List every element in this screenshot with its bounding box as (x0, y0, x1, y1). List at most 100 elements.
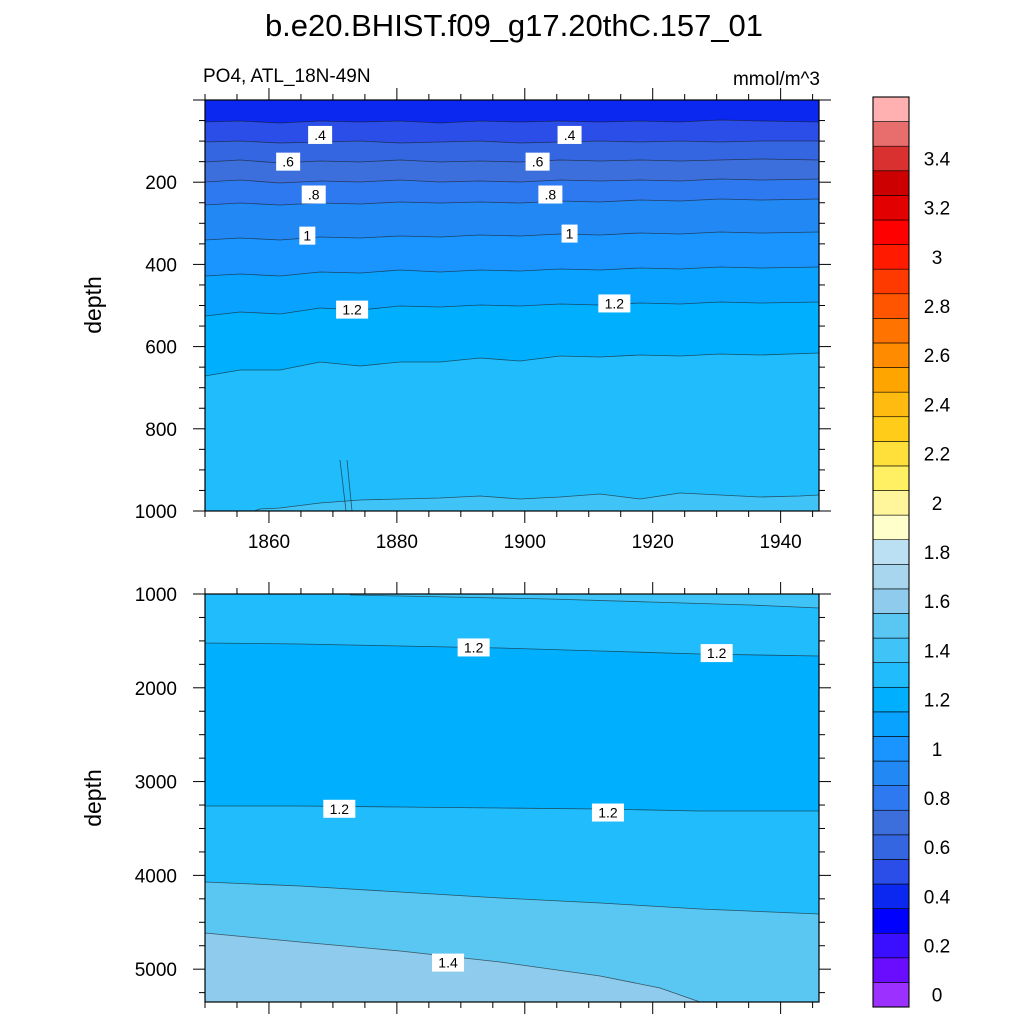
colorbar-tick-label: 0 (932, 986, 943, 1007)
colorbar-tick-label: 2.4 (924, 395, 951, 416)
colorbar-swatch (872, 785, 910, 811)
x-ticks-upper: 1860 1880 1900 1920 1940 (204, 88, 814, 553)
svg-text:1.4: 1.4 (438, 955, 458, 971)
ylabel-lower: depth (80, 769, 106, 827)
contour-label: .8 (301, 185, 326, 204)
colorbar-swatch (872, 195, 910, 221)
colorbar-swatch (872, 932, 910, 959)
colorbar-tick-label: 1.6 (924, 592, 950, 613)
left-string: PO4, ATL_18N-49N (203, 66, 371, 87)
colorbar-swatch (872, 711, 910, 737)
x-tick-label: 1920 (632, 532, 674, 553)
colorbar-tick-label: 2.6 (924, 346, 950, 367)
contour-label: 1.4 (432, 953, 465, 972)
colorbar-swatch (872, 391, 910, 418)
lower-panel: 1000 2000 3000 4000 5000 1.2 1.2 1.2 1.2 1.4 dep… (80, 582, 831, 1014)
contour-label: .6 (525, 152, 550, 171)
svg-text:.8: .8 (308, 187, 320, 203)
colorbar-tick-label: 1.8 (924, 543, 950, 564)
colorbar-tick-label: 3 (932, 248, 943, 269)
svg-text:.6: .6 (532, 154, 544, 170)
colorbar-swatch (872, 145, 910, 172)
contour-label: 1 (561, 224, 578, 243)
y-tick-label: 5000 (135, 960, 177, 981)
colorbar-swatch (872, 318, 910, 344)
x-tick-label: 1880 (376, 532, 418, 553)
y-tick-label: 200 (145, 173, 177, 194)
y-tick-label: 800 (145, 420, 177, 441)
colorbar-swatch (872, 883, 910, 909)
contour-label: 1.2 (336, 300, 369, 319)
fill-upper-14 (205, 353, 819, 511)
svg-text:1.2: 1.2 (464, 639, 484, 655)
colorbar-swatch (872, 662, 910, 688)
colorbar-swatch (872, 342, 910, 368)
contour-label: 1.2 (591, 803, 624, 822)
y-tick-label: 4000 (135, 866, 177, 887)
colorbar-swatch (872, 760, 910, 786)
colorbar-swatch (872, 293, 910, 319)
colorbar-swatch (872, 588, 910, 614)
contour-label: 1 (299, 226, 316, 245)
colorbar-swatch (872, 170, 910, 196)
colorbar-swatch (872, 416, 910, 442)
y-tick-label: 400 (145, 255, 177, 276)
colorbar-swatch (872, 809, 910, 836)
colorbar-swatch (872, 637, 910, 663)
colorbar-swatch (872, 268, 910, 295)
ylabel-upper: depth (80, 276, 106, 334)
colorbar-tick-label: 0.2 (924, 937, 950, 958)
contour-label: .6 (276, 152, 301, 171)
colorbar-tick-label: 0.6 (924, 838, 950, 859)
svg-text:.4: .4 (314, 127, 326, 143)
fill-upper-15 (205, 493, 819, 511)
contour-label: 1.2 (598, 294, 631, 313)
svg-text:1.2: 1.2 (707, 645, 727, 661)
colorbar-swatch (872, 613, 910, 639)
colorbar-tick-label: 2.2 (924, 445, 950, 466)
colorbar-swatch (872, 121, 910, 147)
svg-text:1.2: 1.2 (598, 805, 618, 821)
fill-lower-14 (205, 643, 819, 811)
colorbar-swatch (872, 96, 910, 122)
y-tick-label: 1000 (135, 502, 177, 523)
lower-contour-lines (205, 594, 819, 1002)
contour-label: 1.2 (700, 644, 733, 663)
upper-panel: 1860 1880 1900 1920 1940 200 400 600 800 1000 .4… (80, 88, 831, 553)
colorbar-swatch (872, 219, 910, 245)
svg-text:.8: .8 (545, 187, 557, 203)
colorbar-swatch (872, 957, 910, 983)
contour-label: .4 (557, 125, 582, 144)
colorbar-tick-label: 1.4 (924, 641, 951, 662)
y-tick-label: 3000 (135, 773, 177, 794)
colorbar-swatch (872, 563, 910, 590)
units-label: mmol/m^3 (733, 69, 820, 90)
colorbar-swatch (872, 686, 910, 713)
colorbar-tick-label: 0.8 (924, 789, 950, 810)
colorbar-swatch (872, 367, 910, 393)
fill-lower-15 (205, 594, 819, 608)
svg-text:1.2: 1.2 (330, 801, 350, 817)
colorbar-swatch (872, 490, 910, 516)
colorbar-swatch (872, 514, 910, 541)
colorbar-tick-label: 0.4 (924, 887, 951, 908)
svg-text:1: 1 (566, 226, 574, 242)
colorbar-tick-label: 3.4 (924, 149, 951, 170)
colorbar-tick-label: 1 (932, 740, 943, 761)
svg-text:.6: .6 (282, 154, 294, 170)
colorbar-tick-label: 3.2 (924, 199, 950, 220)
contour-label: .8 (538, 185, 563, 204)
colorbar-swatch (872, 834, 910, 860)
colorbar-swatch (872, 982, 910, 1008)
colorbar-frame (872, 96, 910, 1008)
contour-label: 1.2 (457, 638, 490, 657)
contour-labels-upper: .4 .4 .6 .6 .8 .8 1 1 1.2 1.2 (276, 125, 631, 319)
contour-label: .4 (308, 125, 333, 144)
colorbar-swatch (872, 539, 910, 565)
colorbar-swatch (872, 441, 910, 467)
y-ticks-upper: 200 400 600 800 1000 (135, 99, 831, 523)
colorbar-swatch (872, 736, 910, 762)
x-tick-label: 1860 (248, 532, 290, 553)
colorbar-swatch (872, 859, 910, 885)
